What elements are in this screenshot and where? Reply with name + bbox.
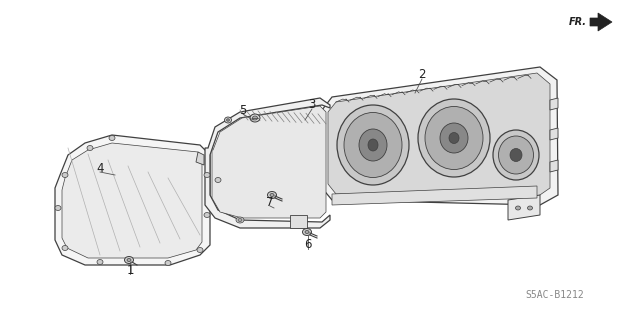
- Ellipse shape: [125, 256, 134, 263]
- Ellipse shape: [337, 105, 409, 185]
- Ellipse shape: [250, 114, 260, 122]
- Ellipse shape: [109, 136, 115, 140]
- Ellipse shape: [215, 177, 221, 182]
- Ellipse shape: [204, 212, 210, 218]
- Polygon shape: [332, 186, 537, 205]
- Text: 2: 2: [419, 69, 426, 81]
- Ellipse shape: [449, 132, 459, 144]
- Polygon shape: [328, 73, 550, 197]
- Ellipse shape: [303, 228, 312, 235]
- Ellipse shape: [227, 119, 230, 121]
- Ellipse shape: [515, 206, 520, 210]
- Polygon shape: [62, 143, 202, 258]
- Ellipse shape: [165, 261, 171, 265]
- Text: 1: 1: [126, 263, 134, 277]
- Polygon shape: [55, 135, 210, 265]
- Text: 4: 4: [96, 161, 104, 174]
- Ellipse shape: [253, 116, 257, 120]
- Ellipse shape: [62, 246, 68, 250]
- Ellipse shape: [238, 219, 242, 221]
- Polygon shape: [196, 152, 204, 165]
- Polygon shape: [550, 160, 558, 172]
- Ellipse shape: [359, 129, 387, 161]
- Ellipse shape: [204, 173, 210, 177]
- Polygon shape: [314, 117, 321, 130]
- Text: 7: 7: [266, 196, 274, 209]
- Text: S5AC-B1212: S5AC-B1212: [525, 290, 584, 300]
- Ellipse shape: [268, 191, 276, 198]
- Ellipse shape: [305, 231, 309, 234]
- Ellipse shape: [197, 248, 203, 253]
- Ellipse shape: [368, 139, 378, 151]
- Ellipse shape: [87, 145, 93, 151]
- Ellipse shape: [62, 173, 68, 177]
- Ellipse shape: [236, 217, 244, 223]
- Ellipse shape: [493, 130, 539, 180]
- Polygon shape: [205, 98, 330, 228]
- Ellipse shape: [527, 206, 532, 210]
- Polygon shape: [290, 215, 307, 228]
- Ellipse shape: [225, 117, 232, 123]
- Text: FR.: FR.: [569, 17, 587, 27]
- Text: 6: 6: [304, 239, 312, 251]
- Polygon shape: [590, 13, 612, 31]
- Polygon shape: [212, 106, 326, 218]
- Text: 3: 3: [308, 99, 316, 112]
- Polygon shape: [550, 98, 558, 110]
- Polygon shape: [314, 175, 321, 187]
- Ellipse shape: [510, 149, 522, 161]
- Polygon shape: [322, 67, 558, 205]
- Text: 5: 5: [239, 103, 246, 116]
- Ellipse shape: [127, 258, 131, 262]
- Ellipse shape: [418, 99, 490, 177]
- Ellipse shape: [499, 136, 534, 174]
- Ellipse shape: [97, 259, 103, 264]
- Polygon shape: [550, 128, 558, 140]
- Ellipse shape: [344, 113, 402, 177]
- Ellipse shape: [55, 205, 61, 211]
- Polygon shape: [508, 195, 540, 220]
- Ellipse shape: [440, 123, 468, 153]
- Ellipse shape: [425, 107, 483, 169]
- Polygon shape: [314, 148, 321, 160]
- Ellipse shape: [270, 194, 274, 197]
